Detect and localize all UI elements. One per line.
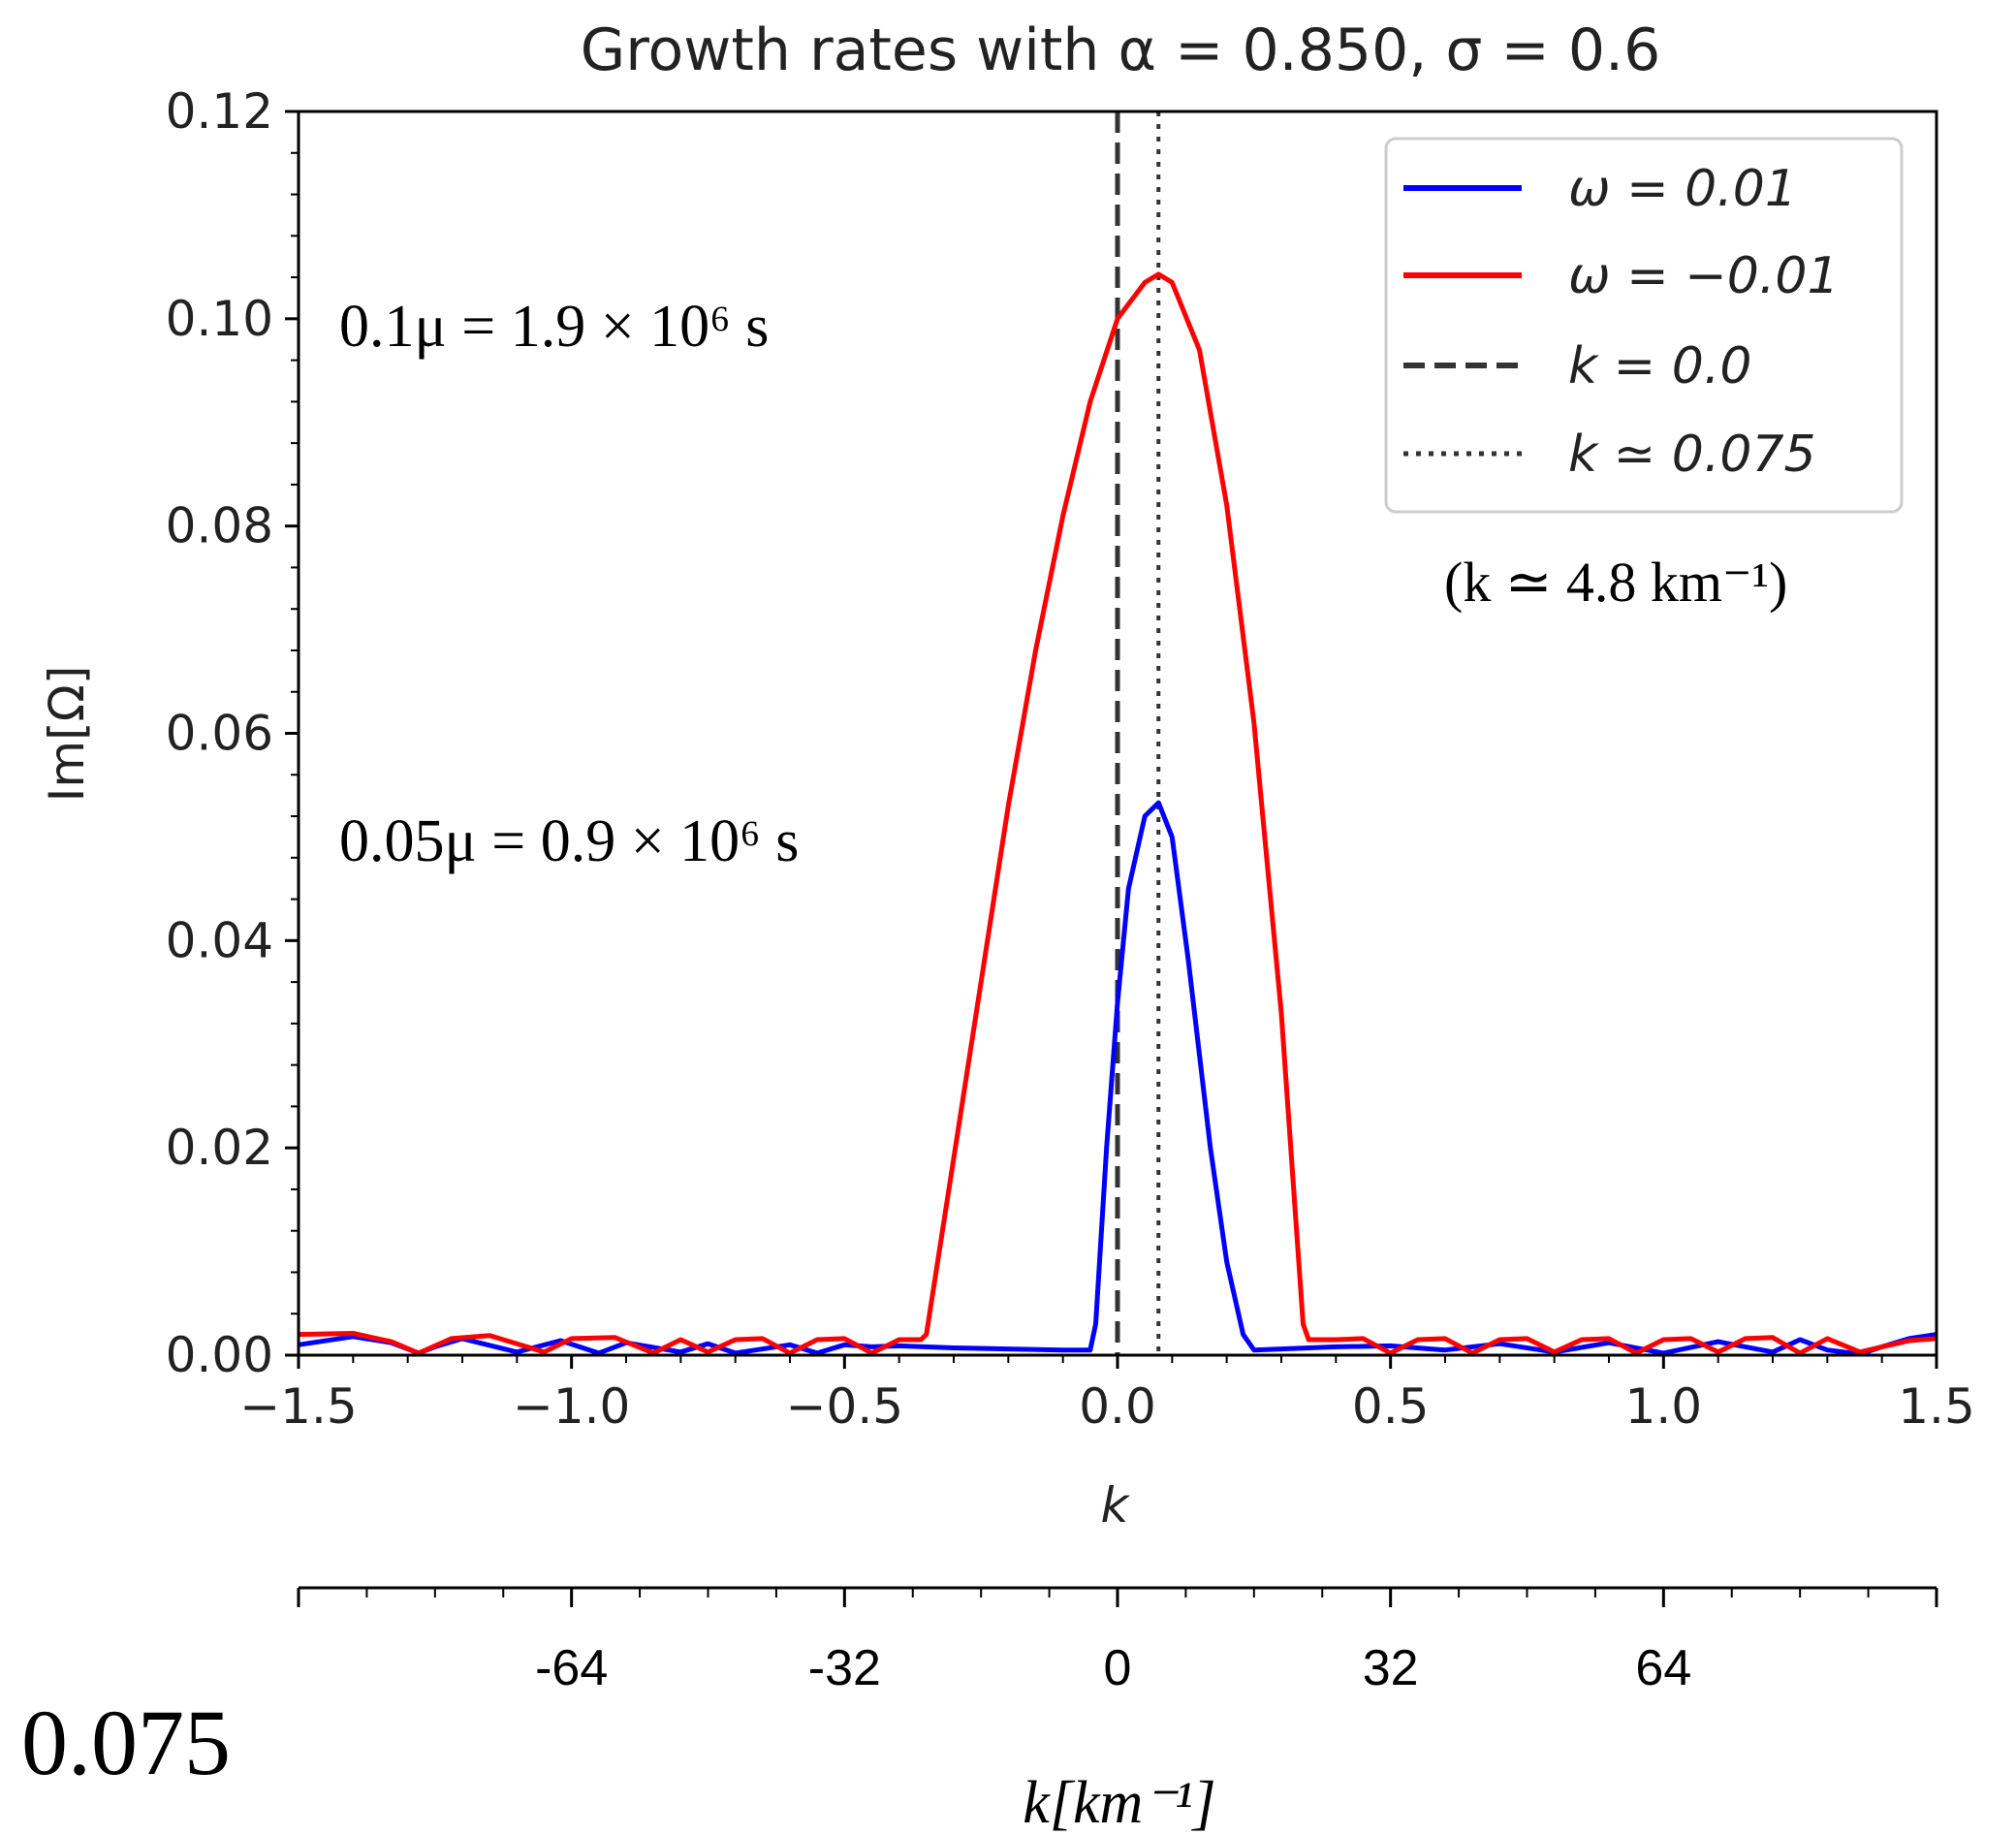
legend-label-dashed: k = 0.0 <box>1568 337 1751 395</box>
legend-box <box>1384 137 1904 514</box>
secondary-tick-label: 64 <box>1635 1640 1691 1696</box>
x-axis-label: k <box>1101 1477 1131 1534</box>
secondary-tick-label: 0 <box>1104 1640 1132 1696</box>
secondary-tick-label: -32 <box>808 1640 881 1696</box>
x-tick-label: 1.5 <box>1898 1378 1975 1435</box>
secondary-tick-label: 32 <box>1363 1640 1419 1696</box>
y-tick-label: 0.06 <box>166 706 273 762</box>
x-tick-label: −0.5 <box>786 1378 903 1435</box>
legend: ω = 0.01 ω = −0.01 k = 0.0 k ≃ 0.075 <box>1384 137 1904 514</box>
annotation-k-physical: (k ≃ 4.8 km⁻¹) <box>1444 551 1787 614</box>
secondary-tick-label: -64 <box>535 1640 608 1696</box>
legend-label-red: ω = −0.01 <box>1568 247 1840 305</box>
annotation-red-growth: 0.1μ = 1.9 × 10⁶ s <box>339 294 769 360</box>
legend-label-dotted: k ≃ 0.075 <box>1568 426 1816 484</box>
legend-label-blue: ω = 0.01 <box>1568 160 1797 218</box>
x-tick-label: 0.5 <box>1352 1378 1430 1435</box>
x-tick-label: −1.5 <box>239 1378 357 1435</box>
annotation-blue-growth: 0.05μ = 0.9 × 10⁶ s <box>339 808 799 874</box>
series-lines <box>298 271 1937 1357</box>
secondary-x-axis-label: k[km⁻¹] <box>1023 1770 1215 1835</box>
secondary-axis: -64 -32 0 32 64 <box>297 1586 1938 1696</box>
x-tick-label: 0.0 <box>1079 1378 1156 1435</box>
y-ticks: 0.00 0.02 0.04 0.06 0.08 0.10 0.12 <box>166 83 299 1383</box>
y-axis-label: Im[Ω] <box>39 666 95 803</box>
y-tick-label: 0.04 <box>166 912 273 968</box>
corner-value-label: 0.075 <box>21 1691 231 1794</box>
x-tick-label: −1.0 <box>513 1378 630 1435</box>
y-tick-label: 0.10 <box>166 291 273 347</box>
y-tick-label: 0.08 <box>166 498 273 554</box>
chart-title: Growth rates with α = 0.850, σ = 0.6 <box>581 16 1661 84</box>
x-tick-label: 1.0 <box>1625 1378 1703 1435</box>
series-line-1 <box>298 271 1937 1356</box>
secondary-x-ticks: -64 -32 0 32 64 <box>297 1588 1938 1696</box>
x-ticks: −1.5 −1.0 −0.5 0.0 0.5 1.0 1.5 <box>239 1355 1975 1435</box>
y-tick-label: 0.12 <box>166 83 273 140</box>
y-tick-label: 0.00 <box>166 1327 273 1383</box>
y-tick-label: 0.02 <box>166 1120 273 1176</box>
series-line-0 <box>298 800 1937 1357</box>
